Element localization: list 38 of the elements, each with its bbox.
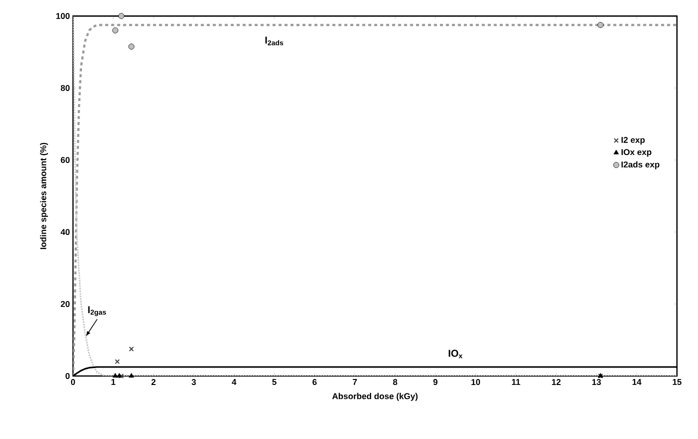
legend-label: IOx exp: [622, 149, 652, 157]
x-tick-label: 9: [433, 379, 438, 386]
x-tick-label: 15: [672, 379, 682, 385]
x-tick-label: 3: [192, 379, 196, 386]
point: [112, 373, 118, 378]
series-label: I$_{2ads}$: [265, 36, 284, 46]
x-tick-label: 10: [471, 379, 480, 386]
x-tick-label: 7: [352, 379, 357, 385]
x-tick-label: 11: [512, 379, 520, 385]
y-axis-title: Iodine species amount (%): [40, 142, 48, 250]
x-tick-label: 2: [151, 379, 156, 385]
point: [112, 27, 118, 34]
x-tick-label: 5: [272, 379, 276, 385]
point: [128, 44, 134, 50]
series-label: I$_{2gas}$: [88, 306, 106, 316]
series-label: IO$_{x}$: [448, 350, 462, 358]
x-tick-label: 0: [70, 379, 76, 386]
point: [598, 22, 604, 28]
x-tick-label: 14: [632, 379, 642, 385]
x-tick-label: 4: [232, 379, 236, 385]
x-tick-label: 1: [111, 379, 116, 385]
legend-label: I2ads exp: [622, 161, 660, 170]
x-tick-label: 8: [393, 379, 398, 386]
point: [114, 359, 120, 364]
x-tick-label: 13: [592, 379, 601, 386]
y-tick-label: 40: [60, 228, 70, 235]
x-axis-title: Absorbed dose (kGy): [332, 392, 418, 401]
x-tick-label: 6: [312, 379, 317, 386]
point: [128, 373, 134, 378]
x-tick-label: 12: [552, 379, 561, 385]
y-tick-label: 80: [60, 84, 70, 91]
y-tick-label: 20: [60, 300, 70, 308]
y-tick-label: 0: [66, 372, 70, 380]
point: [128, 346, 134, 352]
legend-label: I2 exp: [622, 136, 645, 145]
y-tick-label: 60: [60, 156, 70, 163]
point: [118, 13, 124, 19]
y-tick-label: 100: [56, 12, 70, 19]
